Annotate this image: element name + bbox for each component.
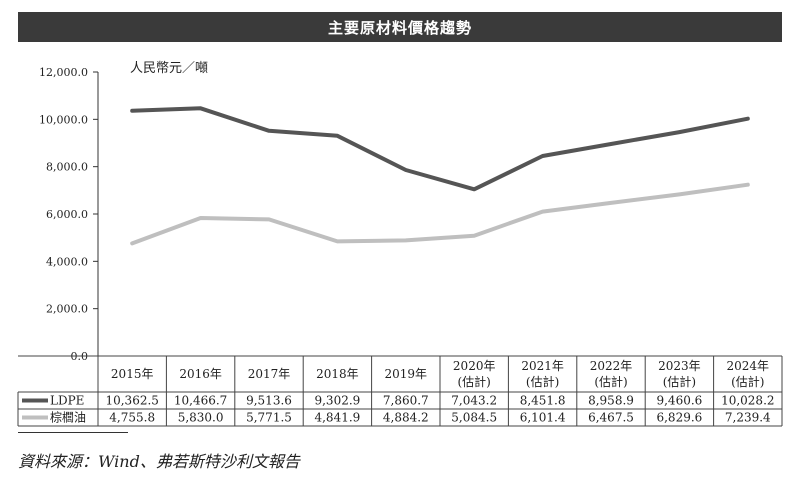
data-value-label: 9,302.9	[314, 394, 360, 408]
x-category-note: (估計)	[594, 374, 627, 389]
x-category-label: 2022年	[590, 359, 633, 373]
legend-label: LDPE	[50, 394, 84, 408]
data-value-label: 10,362.5	[105, 394, 158, 408]
x-category-note: (估計)	[731, 374, 764, 389]
y-tick-label: 2,000.0	[46, 303, 88, 316]
chart-title: 主要原材料價格趨勢	[327, 18, 472, 37]
x-category-label: 2015年	[111, 367, 154, 381]
data-value-label: 6,467.5	[588, 411, 634, 425]
data-value-label: 8,451.8	[520, 394, 566, 408]
data-value-label: 9,513.6	[246, 394, 292, 408]
x-category-label: 2018年	[316, 367, 359, 381]
data-value-label: 7,239.4	[725, 411, 771, 425]
x-category-note: (估計)	[458, 374, 491, 389]
y-tick-label: 6,000.0	[46, 208, 88, 221]
data-value-label: 10,466.7	[174, 394, 227, 408]
series-line-1	[130, 182, 750, 246]
x-category-label: 2019年	[385, 367, 428, 381]
y-tick-label: 12,000.0	[39, 66, 88, 79]
x-category-label: 2023年	[658, 359, 701, 373]
legend-label: 棕櫚油	[50, 410, 86, 425]
x-category-note: (估計)	[663, 374, 696, 389]
data-value-label: 4,755.8	[109, 411, 155, 425]
data-value-label: 5,084.5	[451, 411, 497, 425]
data-value-label: 7,043.2	[451, 394, 497, 408]
y-tick-label: 4,000.0	[46, 255, 88, 268]
source-note: 資料來源：Wind、弗若斯特沙利文報告	[18, 452, 300, 471]
x-category-label: 2016年	[179, 367, 222, 381]
data-value-label: 10,028.2	[721, 394, 774, 408]
series-line-0	[130, 106, 750, 192]
data-value-label: 9,460.6	[656, 394, 702, 408]
unit-label: 人民幣元／噸	[130, 61, 208, 76]
data-value-label: 4,841.9	[314, 411, 360, 425]
data-value-label: 4,884.2	[383, 411, 429, 425]
y-tick-label: 10,000.0	[39, 113, 88, 126]
chart-title-bar: 主要原材料價格趨勢	[18, 12, 782, 42]
x-category-label: 2021年	[521, 359, 564, 373]
x-category-label: 2017年	[248, 367, 291, 381]
data-value-label: 5,830.0	[178, 411, 224, 425]
data-value-label: 8,958.9	[588, 394, 634, 408]
x-category-label: 2020年	[453, 359, 496, 373]
source-divider	[18, 432, 128, 433]
x-category-label: 2024年	[727, 359, 770, 373]
data-value-label: 5,771.5	[246, 411, 292, 425]
line-chart: 0.02,000.04,000.06,000.08,000.010,000.01…	[17, 61, 783, 427]
x-category-note: (估計)	[526, 374, 559, 389]
data-value-label: 6,101.4	[520, 411, 566, 425]
data-value-label: 6,829.6	[656, 411, 702, 425]
y-tick-label: 8,000.0	[46, 161, 88, 174]
data-value-label: 7,860.7	[383, 394, 429, 408]
